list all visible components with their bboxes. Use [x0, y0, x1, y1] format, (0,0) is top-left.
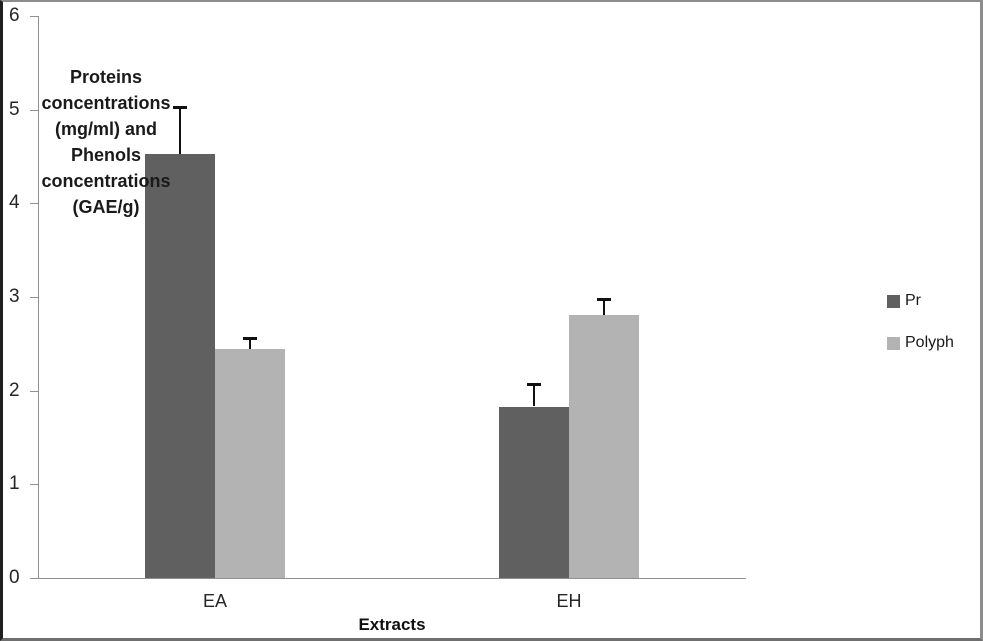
y-tick-label-4: 4	[9, 192, 20, 213]
legend-item-Polyph: Polyph	[887, 334, 980, 352]
y-tick-mark-1	[30, 484, 38, 485]
y-tick-label-1: 1	[9, 473, 20, 494]
y-tick-mark-2	[30, 391, 38, 392]
y-tick-label-3: 3	[9, 286, 20, 307]
y-tick-label-6: 6	[9, 5, 20, 26]
error-bar-Polyph-EH	[603, 299, 605, 315]
x-axis-title: Extracts	[358, 615, 426, 634]
y-tick-mark-4	[30, 203, 38, 204]
bar-Pr-EA	[145, 154, 215, 578]
x-category-label-EA: EA	[202, 591, 227, 611]
y-axis-title-line-0: Proteins	[69, 67, 143, 87]
legend-label-Pr: Pr	[905, 292, 921, 309]
error-bar-Pr-EH	[533, 384, 535, 406]
error-bar-Polyph-EA	[249, 338, 251, 349]
x-axis-line	[38, 578, 746, 579]
x-category-label-EH: EH	[556, 591, 582, 611]
bar-Pr-EH	[499, 407, 569, 578]
legend-label-Polyph: Polyph	[905, 334, 954, 351]
y-tick-mark-6	[30, 16, 38, 17]
legend-swatch-Pr	[887, 294, 900, 308]
error-bar-cap-Polyph-EH	[597, 298, 611, 301]
error-bar-cap-Pr-EA	[173, 106, 187, 109]
y-tick-label-2: 2	[9, 380, 20, 401]
y-axis-line	[38, 16, 39, 578]
y-axis-title-line-1: concentrations	[41, 93, 171, 113]
legend-swatch-Polyph	[887, 336, 900, 350]
legend-item-Pr: Pr	[887, 292, 980, 310]
y-tick-mark-0	[30, 578, 38, 579]
y-axis-title-line-2: (mg/ml) and	[55, 119, 157, 139]
bar-Polyph-EA	[215, 349, 285, 578]
bar-Polyph-EH	[569, 315, 639, 578]
error-bar-cap-Polyph-EA	[243, 337, 257, 340]
y-tick-mark-5	[30, 110, 38, 111]
y-tick-label-0: 0	[9, 567, 20, 588]
legend: Pr Polyph	[887, 292, 980, 376]
error-bar-Pr-EA	[179, 107, 181, 154]
y-tick-label-5: 5	[9, 99, 20, 120]
error-bar-cap-Pr-EH	[527, 383, 541, 386]
y-tick-mark-3	[30, 297, 38, 298]
